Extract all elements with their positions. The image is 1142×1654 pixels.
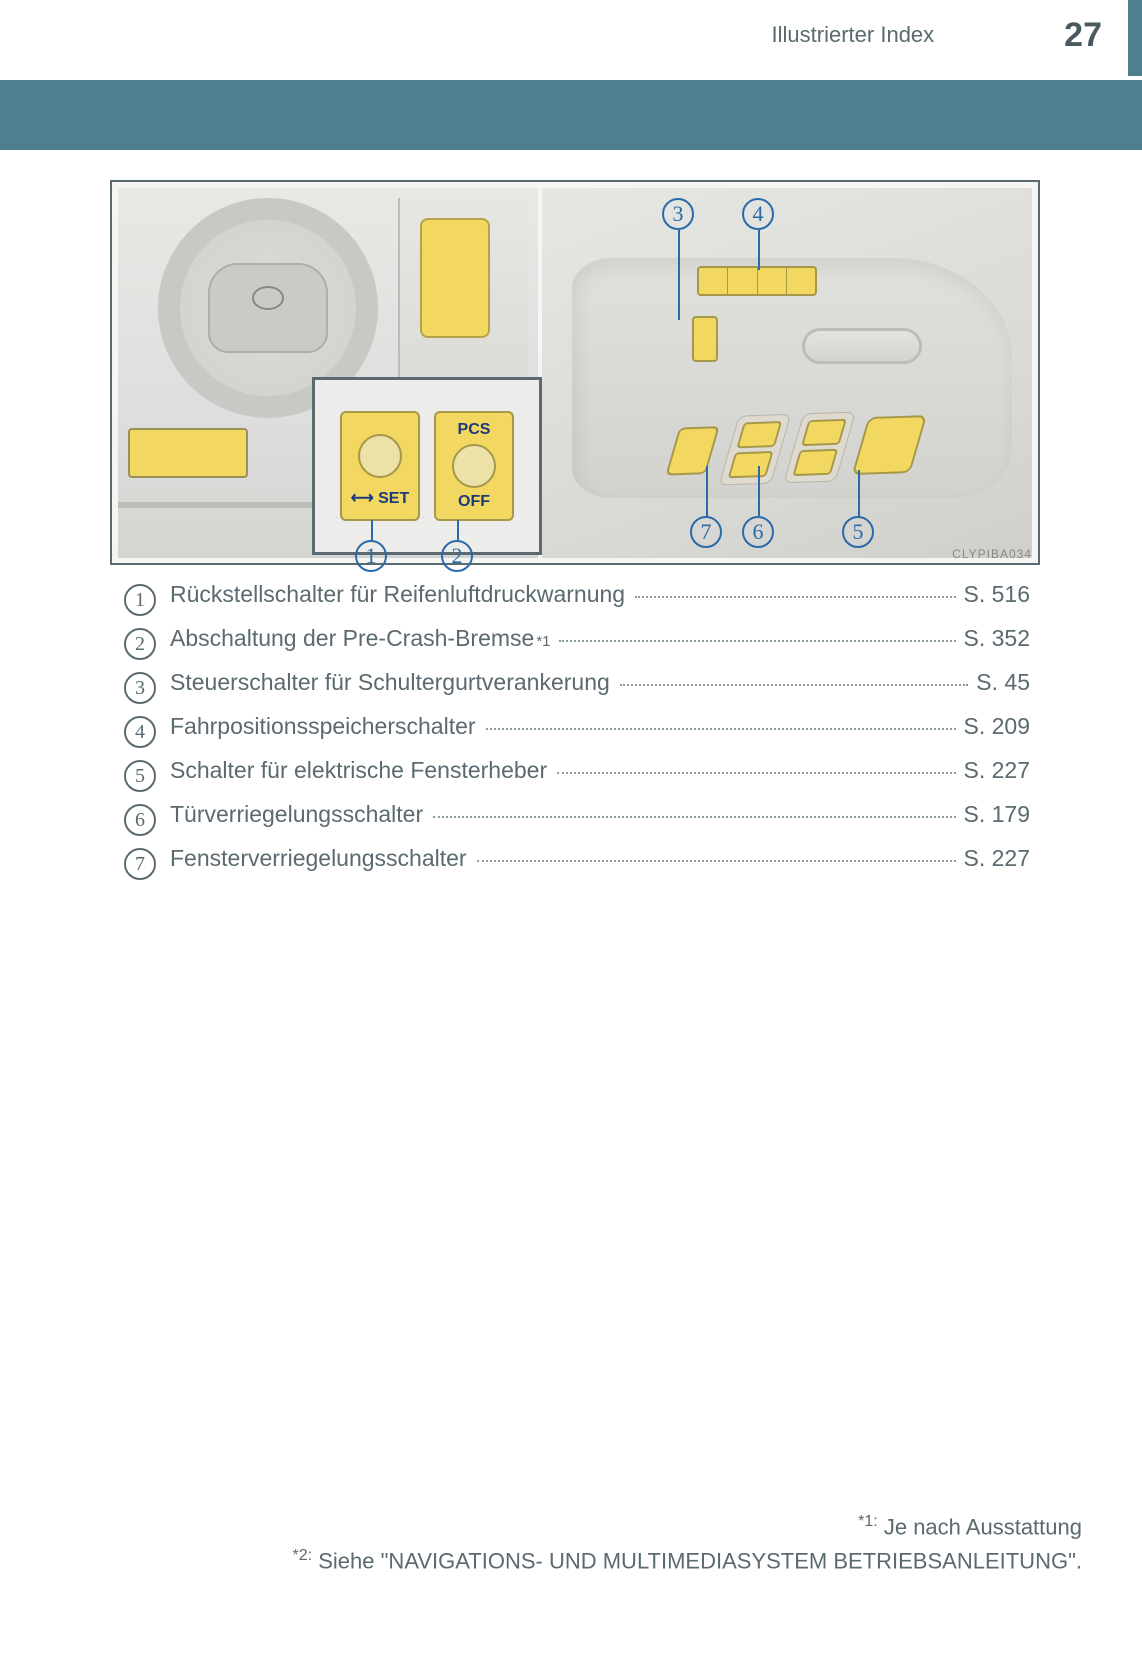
row-page: S. 179 [964,801,1031,828]
row-marker: 3 [124,672,156,704]
row-label: Fensterverriegelungsschalter [170,845,467,872]
row-page: S. 516 [964,581,1031,608]
row-page: S. 352 [964,625,1031,652]
leader-line [678,230,680,320]
leader-dots [486,728,956,730]
row-label: Abschaltung der Pre-Crash-Bremse [170,625,534,652]
row-label: Schalter für elektrische Fensterheber [170,757,547,784]
index-list: 1 Rückstellschalter für Reifenluftdruckw… [124,580,1030,888]
row-label: Fahrpositionsspeicherschalter [170,713,476,740]
leader-line [706,466,708,516]
button-set-bottom: ⟷ SET [351,488,410,508]
index-row: 4 Fahrpositionsspeicherschalter S. 209 [124,712,1030,744]
leader-line [758,466,760,516]
leader-line [858,470,860,516]
callout-4: 4 [742,198,774,230]
index-row: 6 Türverriegelungsschalter S. 179 [124,800,1030,832]
callout-5: 5 [842,516,874,548]
row-page: S. 227 [964,757,1031,784]
row-marker: 1 [124,584,156,616]
row-superscript: *1 [536,633,550,650]
callout-7: 7 [690,516,722,548]
lower-dash-highlight [128,428,248,478]
footnote-2: *2: Siehe "NAVIGATIONS- UND MULTIMEDIASY… [150,1547,1082,1574]
row-marker: 2 [124,628,156,660]
row-label: Rückstellschalter für Reifenluftdruckwar… [170,581,625,608]
leader-dots [557,772,955,774]
window-switch-pair [719,414,792,486]
row-marker: 7 [124,848,156,880]
button-pcs-bottom: OFF [458,493,490,511]
inset-buttons-panel: ⟷ SET PCS OFF 1 2 [312,377,542,555]
page-number: 27 [1064,16,1102,55]
button-pcs: PCS OFF [434,411,514,521]
window-switch-pair [783,412,856,484]
figure-frame: ⟷ SET PCS OFF 1 2 3 4 5 6 7 [110,180,1040,565]
button-pcs-top: PCS [458,421,491,439]
callout-2: 2 [441,540,473,572]
leader-line [457,520,459,540]
row-marker: 5 [124,760,156,792]
leader-dots [559,640,956,642]
row-marker: 4 [124,716,156,748]
row-marker: 6 [124,804,156,836]
leader-dots [635,596,955,598]
row-label: Türverriegelungsschalter [170,801,423,828]
callout-1: 1 [355,540,387,572]
mirror-control [852,415,927,475]
header-accent-band [0,80,1142,150]
row-page: S. 45 [976,669,1030,696]
leader-line [758,230,760,270]
window-switch-cluster [659,408,945,497]
index-row: 2 Abschaltung der Pre-Crash-Bremse *1 S.… [124,624,1030,656]
leader-dots [477,860,956,862]
leader-dots [620,684,968,686]
figure-code: CLYPIBA034 [952,547,1032,561]
page-header: Illustrierter Index 27 [0,0,1142,70]
footnote-text: Siehe "NAVIGATIONS- UND MULTIMEDIASYSTEM… [312,1548,1082,1573]
memory-seat-buttons [697,266,817,296]
vent-highlight [420,218,490,338]
button-set: ⟷ SET [340,411,420,521]
illustration-door-panel: 3 4 5 6 7 [542,188,1032,558]
row-page: S. 209 [964,713,1031,740]
steering-hub [208,263,328,353]
footnotes: *1: Je nach Ausstattung *2: Siehe "NAVIG… [150,1507,1082,1574]
dial-icon [358,434,402,478]
row-page: S. 227 [964,845,1031,872]
callout-6: 6 [742,516,774,548]
leader-dots [433,816,955,818]
footnote-1: *1: Je nach Ausstattung [150,1513,1082,1540]
index-row: 3 Steuerschalter für Schultergurtveranke… [124,668,1030,700]
page-edge-tab [1128,0,1142,76]
brand-logo-icon [252,286,284,310]
leader-line [371,520,373,540]
row-label: Steuerschalter für Schultergurtverankeru… [170,669,610,696]
index-row: 1 Rückstellschalter für Reifenluftdruckw… [124,580,1030,612]
footnote-marker: *2: [293,1547,313,1564]
footnote-marker: *1: [858,1513,878,1530]
callout-3: 3 [662,198,694,230]
index-row: 7 Fensterverriegelungsschalter S. 227 [124,844,1030,876]
footnote-text: Je nach Ausstattung [878,1515,1082,1540]
dial-icon [452,444,496,488]
door-handle [802,328,922,364]
belt-anchor-switch [692,316,718,362]
index-row: 5 Schalter für elektrische Fensterheber … [124,756,1030,788]
section-title: Illustrierter Index [772,22,935,48]
